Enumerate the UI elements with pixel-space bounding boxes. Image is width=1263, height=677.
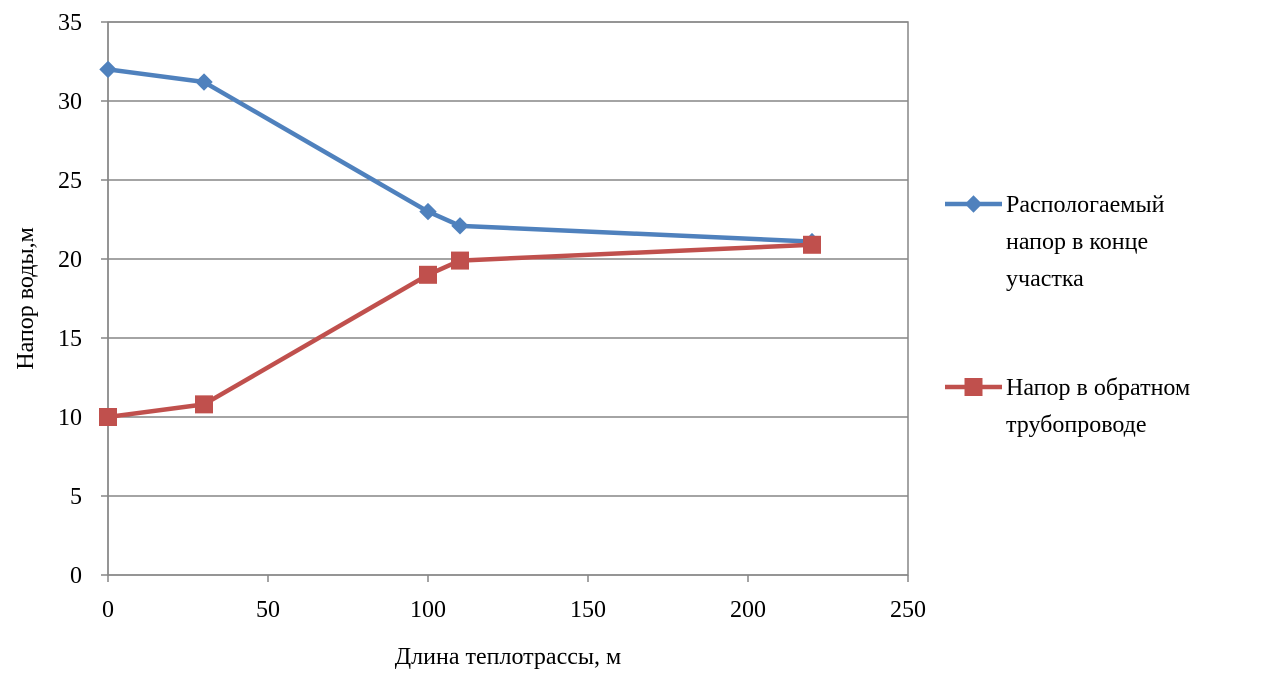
legend-label-line: Распологаемый [1006,192,1165,218]
x-tick-label: 100 [410,597,446,623]
x-tick-label: 150 [570,597,606,623]
legend-label-line: трубопроводе [1006,412,1147,438]
y-tick-label: 15 [58,326,82,352]
series-line [107,67,813,244]
data-point-marker [99,408,117,426]
legend-entry-2: Напор в обратном трубопроводе [945,375,1190,438]
legend-label-line: Напор в обратном [1006,375,1190,401]
x-tick-label: 0 [102,597,114,623]
y-tick-label: 10 [58,405,82,431]
x-tick-label: 250 [890,597,926,623]
legend-marker [964,195,983,213]
legend-label-line: участка [1006,266,1084,292]
y-tick-label: 20 [58,247,82,273]
data-point-marker [99,60,117,79]
y-axis-ticks: 0 5 10 15 20 25 30 35 [58,10,108,589]
series-1 [99,60,821,251]
x-tick-label: 200 [730,597,766,623]
series-2 [99,235,821,426]
data-point-marker [451,251,469,270]
data-point-marker [419,265,437,284]
y-tick-label: 30 [58,89,82,115]
legend: Распологаемый напор в конце участка Напор в… [945,192,1190,438]
y-axis-title: Напор воды,м [13,227,39,370]
series-layer [99,60,821,426]
series-line [107,242,813,420]
plot-area [107,21,909,576]
y-tick-label: 35 [58,10,82,36]
y-tick-label: 5 [70,484,82,510]
data-point-marker [195,73,213,91]
data-point-marker [419,202,437,221]
x-axis-title: Длина теплотрассы, м [395,644,621,670]
x-tick-label: 50 [256,597,280,623]
legend-entry-1: Распологаемый напор в конце участка [945,192,1165,292]
legend-marker [964,378,983,396]
data-point-marker [803,235,821,254]
data-point-marker [451,217,469,235]
axes [107,22,908,576]
x-axis-ticks: 0 50 100 150 200 250 [102,575,926,623]
legend-label-line: напор в конце [1006,229,1148,255]
y-tick-label: 25 [58,168,82,194]
y-tick-label: 0 [70,563,82,589]
data-point-marker [195,395,213,414]
